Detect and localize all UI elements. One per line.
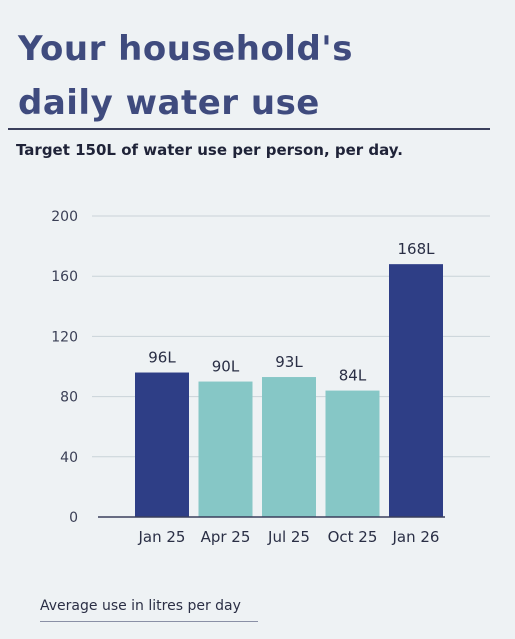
y-tick-label-40: 40 bbox=[60, 450, 78, 466]
x-tick-label-0: Jan 25 bbox=[138, 528, 186, 546]
y-tick-label-200: 200 bbox=[51, 209, 78, 225]
x-tick-label-3: Oct 25 bbox=[328, 528, 378, 546]
bar-jan-26 bbox=[389, 264, 443, 517]
x-tick-label-4: Jan 26 bbox=[392, 528, 440, 546]
y-tick-label-80: 80 bbox=[60, 390, 78, 406]
title-line-1: Your household's bbox=[18, 29, 353, 69]
data-label-4: 168L bbox=[398, 240, 436, 258]
bar-jan-25 bbox=[135, 372, 189, 517]
data-label-2: 93L bbox=[275, 353, 303, 371]
title-divider bbox=[8, 128, 490, 130]
chart-title: Your household's daily water use bbox=[18, 22, 353, 131]
x-tick-label-1: Apr 25 bbox=[201, 528, 251, 546]
y-tick-label-0: 0 bbox=[69, 510, 78, 526]
data-label-0: 96L bbox=[148, 349, 176, 367]
bar-jul-25 bbox=[262, 377, 316, 517]
bar-oct-25 bbox=[325, 390, 380, 517]
data-label-1: 90L bbox=[212, 358, 240, 376]
chart-subtitle: Target 150L of water use per person, per… bbox=[16, 141, 403, 159]
y-tick-label-120: 120 bbox=[51, 329, 78, 345]
footnote: Average use in litres per day bbox=[40, 598, 241, 614]
data-label-3: 84L bbox=[339, 367, 367, 385]
bar-apr-25 bbox=[198, 381, 253, 517]
y-tick-label-160: 160 bbox=[51, 269, 78, 285]
x-tick-label-2: Jul 25 bbox=[267, 528, 310, 546]
footnote-underline bbox=[40, 621, 258, 622]
title-line-2: daily water use bbox=[18, 83, 320, 124]
